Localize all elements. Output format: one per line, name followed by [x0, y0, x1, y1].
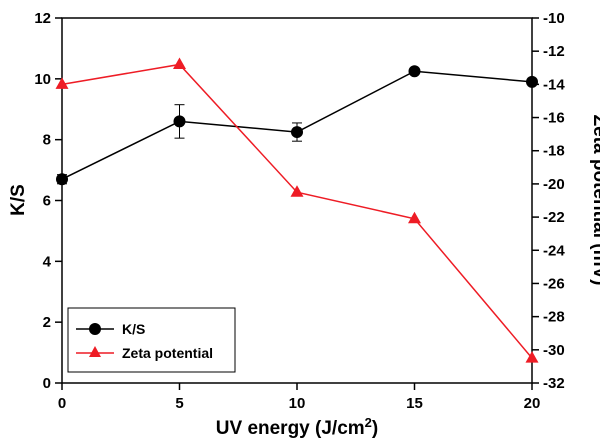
y-left-tick-label: 2	[43, 314, 51, 331]
x-tick-label: 20	[524, 395, 541, 412]
legend-label-zeta: Zeta potential	[122, 345, 213, 361]
y-right-axis-title: Zeta potential (mV)	[589, 114, 600, 285]
y-right-tick-label: -18	[543, 143, 565, 160]
y-right-tick-label: -12	[543, 43, 565, 60]
x-tick-label: 0	[58, 395, 66, 412]
y-left-tick-label: 10	[34, 71, 51, 88]
data-point-zeta	[525, 351, 539, 363]
y-right-tick-label: -30	[543, 342, 565, 359]
y-left-tick-label: 8	[43, 132, 51, 149]
y-left-tick-label: 12	[34, 10, 51, 27]
data-point-ks	[291, 126, 303, 139]
x-axis-ticks: 0 5 10 15 20	[58, 383, 541, 412]
y-right-tick-label: -32	[543, 375, 565, 392]
x-tick-label: 10	[289, 395, 306, 412]
y-right-axis-ticks: -10 -12 -14 -16 -18 -20 -22 -24 -26 -28 -30 -32	[532, 10, 565, 392]
y-left-tick-label: 0	[43, 375, 51, 392]
x-axis-title: UV energy (J/cm2)	[216, 415, 378, 439]
data-point-zeta	[290, 185, 304, 197]
y-right-tick-label: -10	[543, 10, 565, 27]
legend: K/S Zeta potential	[67, 307, 236, 373]
y-left-tick-label: 6	[43, 193, 51, 210]
data-point-ks	[408, 65, 421, 78]
y-right-tick-label: -22	[543, 209, 565, 226]
y-right-tick-label: -20	[543, 176, 565, 193]
x-tick-label: 5	[175, 395, 183, 412]
y-left-axis-title: K/S	[8, 184, 29, 216]
legend-marker-ks	[89, 323, 101, 335]
y-right-tick-label: -24	[543, 242, 565, 259]
legend-marker-zeta	[89, 346, 101, 357]
y-left-axis-ticks: 0 2 4 6 8 10 12	[34, 10, 62, 392]
legend-label-ks: K/S	[122, 321, 145, 337]
data-point-zeta	[173, 57, 186, 69]
data-point-ks	[526, 75, 538, 88]
data-point-ks	[173, 115, 186, 128]
y-right-tick-label: -14	[543, 76, 565, 93]
y-right-tick-label: -16	[543, 110, 565, 127]
series-layer	[55, 57, 539, 363]
data-point-zeta	[55, 77, 69, 89]
data-point-zeta	[408, 211, 421, 224]
legend-box	[67, 307, 236, 373]
y-right-tick-label: -26	[543, 275, 565, 292]
x-axis-title-close: )	[372, 418, 378, 439]
data-point-ks	[56, 173, 68, 186]
x-axis-title-superscript: 2	[365, 415, 372, 430]
y-right-tick-label: -28	[543, 309, 565, 326]
x-tick-label: 15	[406, 395, 423, 412]
y-left-tick-label: 4	[43, 253, 52, 270]
